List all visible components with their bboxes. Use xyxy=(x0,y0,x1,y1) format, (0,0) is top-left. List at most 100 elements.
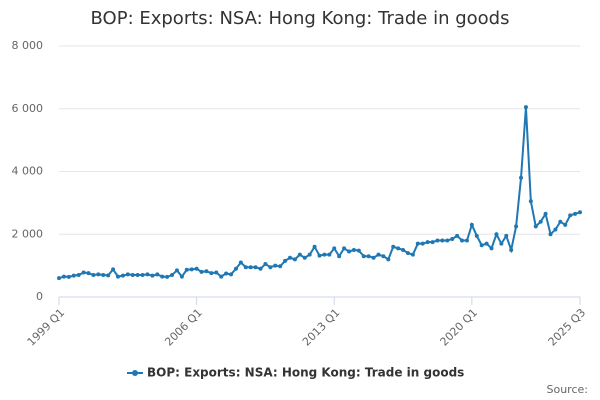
data-point xyxy=(96,272,101,277)
data-point xyxy=(548,232,553,237)
data-point xyxy=(130,273,135,278)
data-point xyxy=(578,210,582,215)
data-point xyxy=(533,224,538,229)
data-point xyxy=(160,274,165,279)
data-point xyxy=(268,265,273,270)
data-point xyxy=(140,273,145,278)
data-point xyxy=(410,252,415,257)
data-point xyxy=(346,249,351,254)
data-point xyxy=(445,238,450,243)
data-point xyxy=(391,244,396,249)
data-point xyxy=(179,274,184,279)
data-point xyxy=(302,255,307,260)
data-point xyxy=(425,240,430,245)
source-label: Source: xyxy=(547,383,589,396)
data-point xyxy=(543,211,548,216)
data-point xyxy=(464,238,469,243)
data-point xyxy=(538,219,543,224)
data-point xyxy=(76,273,81,278)
data-point xyxy=(292,257,297,262)
data-point xyxy=(145,272,150,277)
data-point xyxy=(317,253,322,258)
data-point xyxy=(307,252,312,257)
chart-title: BOP: Exports: NSA: Hong Kong: Trade in g… xyxy=(91,8,510,29)
data-point xyxy=(415,241,420,246)
data-point xyxy=(563,222,568,227)
data-point xyxy=(233,266,238,271)
data-point xyxy=(435,238,440,243)
data-point xyxy=(405,251,410,256)
data-point xyxy=(450,236,455,241)
data-point xyxy=(174,268,179,273)
data-point xyxy=(509,247,514,252)
data-point xyxy=(253,265,258,270)
data-point xyxy=(229,272,234,277)
data-point xyxy=(440,238,445,243)
data-point xyxy=(479,243,484,248)
data-point xyxy=(106,273,111,278)
data-point xyxy=(209,271,214,276)
legend-label: BOP: Exports: NSA: Hong Kong: Trade in g… xyxy=(147,366,464,380)
data-point xyxy=(489,246,494,251)
x-tick-label: 1999 Q1 xyxy=(25,306,68,349)
data-point xyxy=(86,271,91,276)
data-point xyxy=(455,233,460,238)
data-point xyxy=(342,246,347,251)
x-tick-label: 2013 Q1 xyxy=(300,306,343,349)
data-point xyxy=(135,273,140,278)
data-point xyxy=(57,276,61,281)
data-point xyxy=(573,211,578,216)
data-point xyxy=(337,254,342,259)
data-point xyxy=(381,254,386,259)
data-point xyxy=(61,274,66,279)
data-point xyxy=(420,241,425,246)
data-point xyxy=(460,238,465,243)
data-point xyxy=(184,267,189,272)
y-tick-label: 0 xyxy=(36,290,43,303)
data-point xyxy=(194,266,199,271)
data-point xyxy=(474,233,479,238)
data-point xyxy=(66,274,71,279)
data-point xyxy=(514,224,519,229)
data-point xyxy=(430,240,435,245)
data-point xyxy=(120,273,125,278)
data-point xyxy=(91,273,96,278)
data-point xyxy=(248,265,253,270)
y-tick-label: 4 000 xyxy=(12,165,44,178)
data-point xyxy=(224,271,229,276)
data-point xyxy=(297,252,302,257)
data-point xyxy=(101,273,106,278)
data-point xyxy=(258,266,263,271)
data-point xyxy=(361,254,366,259)
legend-marker xyxy=(132,370,138,376)
data-point xyxy=(243,265,248,270)
data-point xyxy=(219,274,224,279)
y-tick-label: 6 000 xyxy=(12,102,44,115)
data-point xyxy=(528,199,533,204)
data-point xyxy=(499,241,504,246)
data-point xyxy=(401,247,406,252)
data-point xyxy=(332,246,337,251)
data-point xyxy=(189,267,194,272)
data-point xyxy=(519,175,524,180)
data-point xyxy=(558,219,563,224)
x-tick-label: 2006 Q1 xyxy=(162,306,205,349)
data-point xyxy=(111,267,116,272)
data-point xyxy=(214,270,219,275)
data-point xyxy=(371,255,376,260)
data-point xyxy=(327,252,332,257)
data-point xyxy=(553,227,558,232)
data-point xyxy=(288,255,293,260)
data-point xyxy=(351,247,356,252)
data-point xyxy=(150,273,155,278)
data-point xyxy=(469,222,474,227)
series-line xyxy=(58,107,581,280)
data-point xyxy=(386,257,391,262)
data-point xyxy=(71,273,76,278)
data-point xyxy=(322,252,327,257)
data-point xyxy=(204,269,209,274)
y-tick-label: 8 000 xyxy=(12,39,44,52)
data-point xyxy=(170,273,175,278)
data-point xyxy=(115,274,120,279)
